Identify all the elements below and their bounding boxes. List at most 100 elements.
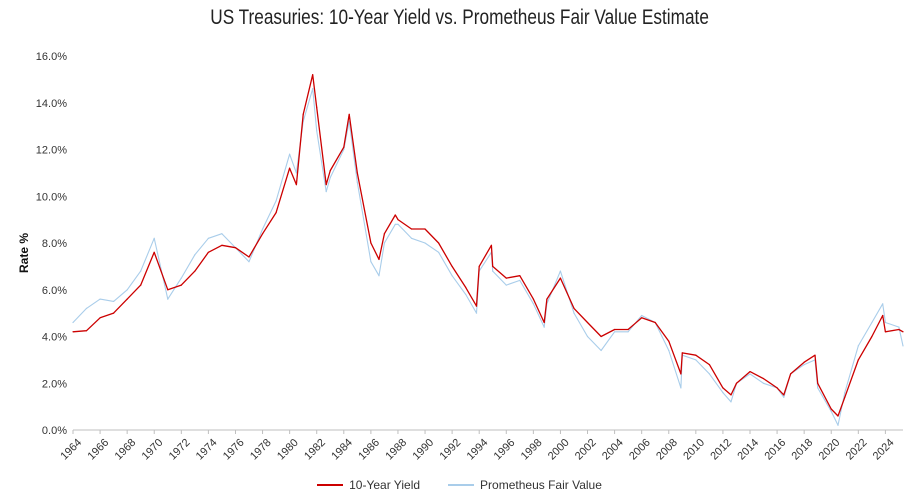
legend: 10-Year Yield Prometheus Fair Value <box>0 478 919 492</box>
x-tick-label: 1990 <box>410 437 436 463</box>
point-10y-yield <box>312 74 314 76</box>
x-tick-label: 2014 <box>735 437 761 463</box>
legend-swatch-fair-value <box>448 484 475 486</box>
point-10y-yield <box>221 244 223 246</box>
y-tick-label: 12.0% <box>36 145 67 157</box>
point-10y-yield <box>641 317 643 319</box>
x-tick-label: 1972 <box>167 437 193 463</box>
point-10y-yield <box>475 305 478 307</box>
legend-item-10y: 10-Year Yield <box>317 478 420 492</box>
point-10y-yield <box>289 167 291 169</box>
point-10y-yield <box>140 284 142 286</box>
point-fair-value <box>451 275 453 277</box>
point-10y-yield <box>668 340 670 342</box>
point-10y-yield <box>378 258 380 260</box>
x-tick-label: 2004 <box>600 437 626 463</box>
legend-label-fair-value: Prometheus Fair Value <box>480 478 602 492</box>
point-fair-value <box>543 326 545 328</box>
point-10y-yield <box>126 298 128 300</box>
y-tick-label: 14.0% <box>36 98 67 110</box>
point-fair-value <box>783 396 785 398</box>
point-fair-value <box>680 387 682 389</box>
x-tick-label: 1976 <box>221 437 247 463</box>
x-tick-label: 1980 <box>275 437 301 463</box>
point-10y-yield <box>830 408 832 410</box>
point-fair-value <box>370 261 372 263</box>
point-10y-yield <box>153 251 155 253</box>
point-10y-yield <box>316 106 318 108</box>
x-tick-label: 1978 <box>248 437 274 463</box>
x-tick-label: 1974 <box>194 437 220 463</box>
point-10y-yield <box>370 242 372 244</box>
x-tick-label: 1998 <box>519 437 545 463</box>
point-fair-value <box>898 326 900 328</box>
point-10y-yield <box>559 277 562 279</box>
point-10y-yield <box>383 233 385 235</box>
point-fair-value <box>730 401 732 403</box>
x-tick-label: 2020 <box>817 437 843 463</box>
point-10y-yield <box>730 394 732 396</box>
x-tick-label: 2000 <box>546 437 572 463</box>
point-fair-value <box>884 321 887 324</box>
point-10y-yield <box>882 314 884 317</box>
point-fair-value <box>194 254 196 256</box>
y-tick-label: 2.0% <box>42 378 67 390</box>
point-10y-yield <box>167 289 169 291</box>
point-10y-yield <box>234 247 237 249</box>
point-10y-yield <box>325 184 327 186</box>
point-10y-yield <box>295 184 297 186</box>
point-10y-yield <box>410 228 413 230</box>
point-10y-yield <box>329 169 331 172</box>
point-10y-yield <box>814 354 816 356</box>
y-tick-label: 8.0% <box>42 238 67 250</box>
point-10y-yield <box>803 361 805 363</box>
point-fair-value <box>113 300 115 302</box>
point-10y-yield <box>776 387 778 389</box>
point-10y-yield <box>532 298 535 300</box>
x-tick-label: 1964 <box>58 437 84 463</box>
y-tick-label: 4.0% <box>42 332 67 344</box>
point-fair-value <box>410 237 413 239</box>
point-10y-yield <box>627 328 629 331</box>
point-10y-yield <box>783 394 785 396</box>
point-10y-yield <box>680 373 682 375</box>
point-fair-value <box>830 410 832 412</box>
point-fair-value <box>902 345 904 347</box>
point-fair-value <box>803 364 805 366</box>
x-tick-label: 2018 <box>790 437 816 463</box>
x-tick-label: 2016 <box>762 437 788 463</box>
point-10y-yield <box>99 317 101 319</box>
x-tick-label: 1996 <box>492 437 518 463</box>
point-fair-value <box>394 223 396 225</box>
legend-swatch-10y <box>317 484 344 486</box>
point-fair-value <box>573 312 575 314</box>
point-fair-value <box>153 237 155 239</box>
point-fair-value <box>262 228 264 230</box>
point-10y-yield <box>275 212 277 214</box>
x-tick-label: 2008 <box>654 437 680 463</box>
point-10y-yield <box>519 275 521 277</box>
legend-label-10y: 10-Year Yield <box>349 478 421 492</box>
point-10y-yield <box>248 256 250 258</box>
point-fair-value <box>708 373 711 375</box>
point-fair-value <box>126 289 128 291</box>
y-tick-label: 6.0% <box>42 285 67 297</box>
x-tick-label: 2002 <box>573 437 599 463</box>
series-line-10y-yield <box>72 74 904 417</box>
point-10y-yield <box>113 312 115 314</box>
y-tick-label: 0.0% <box>42 425 67 437</box>
point-10y-yield <box>884 331 887 333</box>
point-fair-value <box>465 293 467 295</box>
point-fair-value <box>837 424 839 426</box>
x-tick-label: 1984 <box>329 437 355 463</box>
point-10y-yield <box>857 359 859 361</box>
x-tick-label: 1988 <box>383 437 409 463</box>
point-fair-value <box>882 303 884 305</box>
point-fair-value <box>275 200 277 202</box>
point-fair-value <box>325 191 327 193</box>
point-10y-yield <box>871 335 873 338</box>
point-10y-yield <box>837 415 839 417</box>
point-10y-yield <box>790 373 792 375</box>
point-fair-value <box>167 298 169 300</box>
